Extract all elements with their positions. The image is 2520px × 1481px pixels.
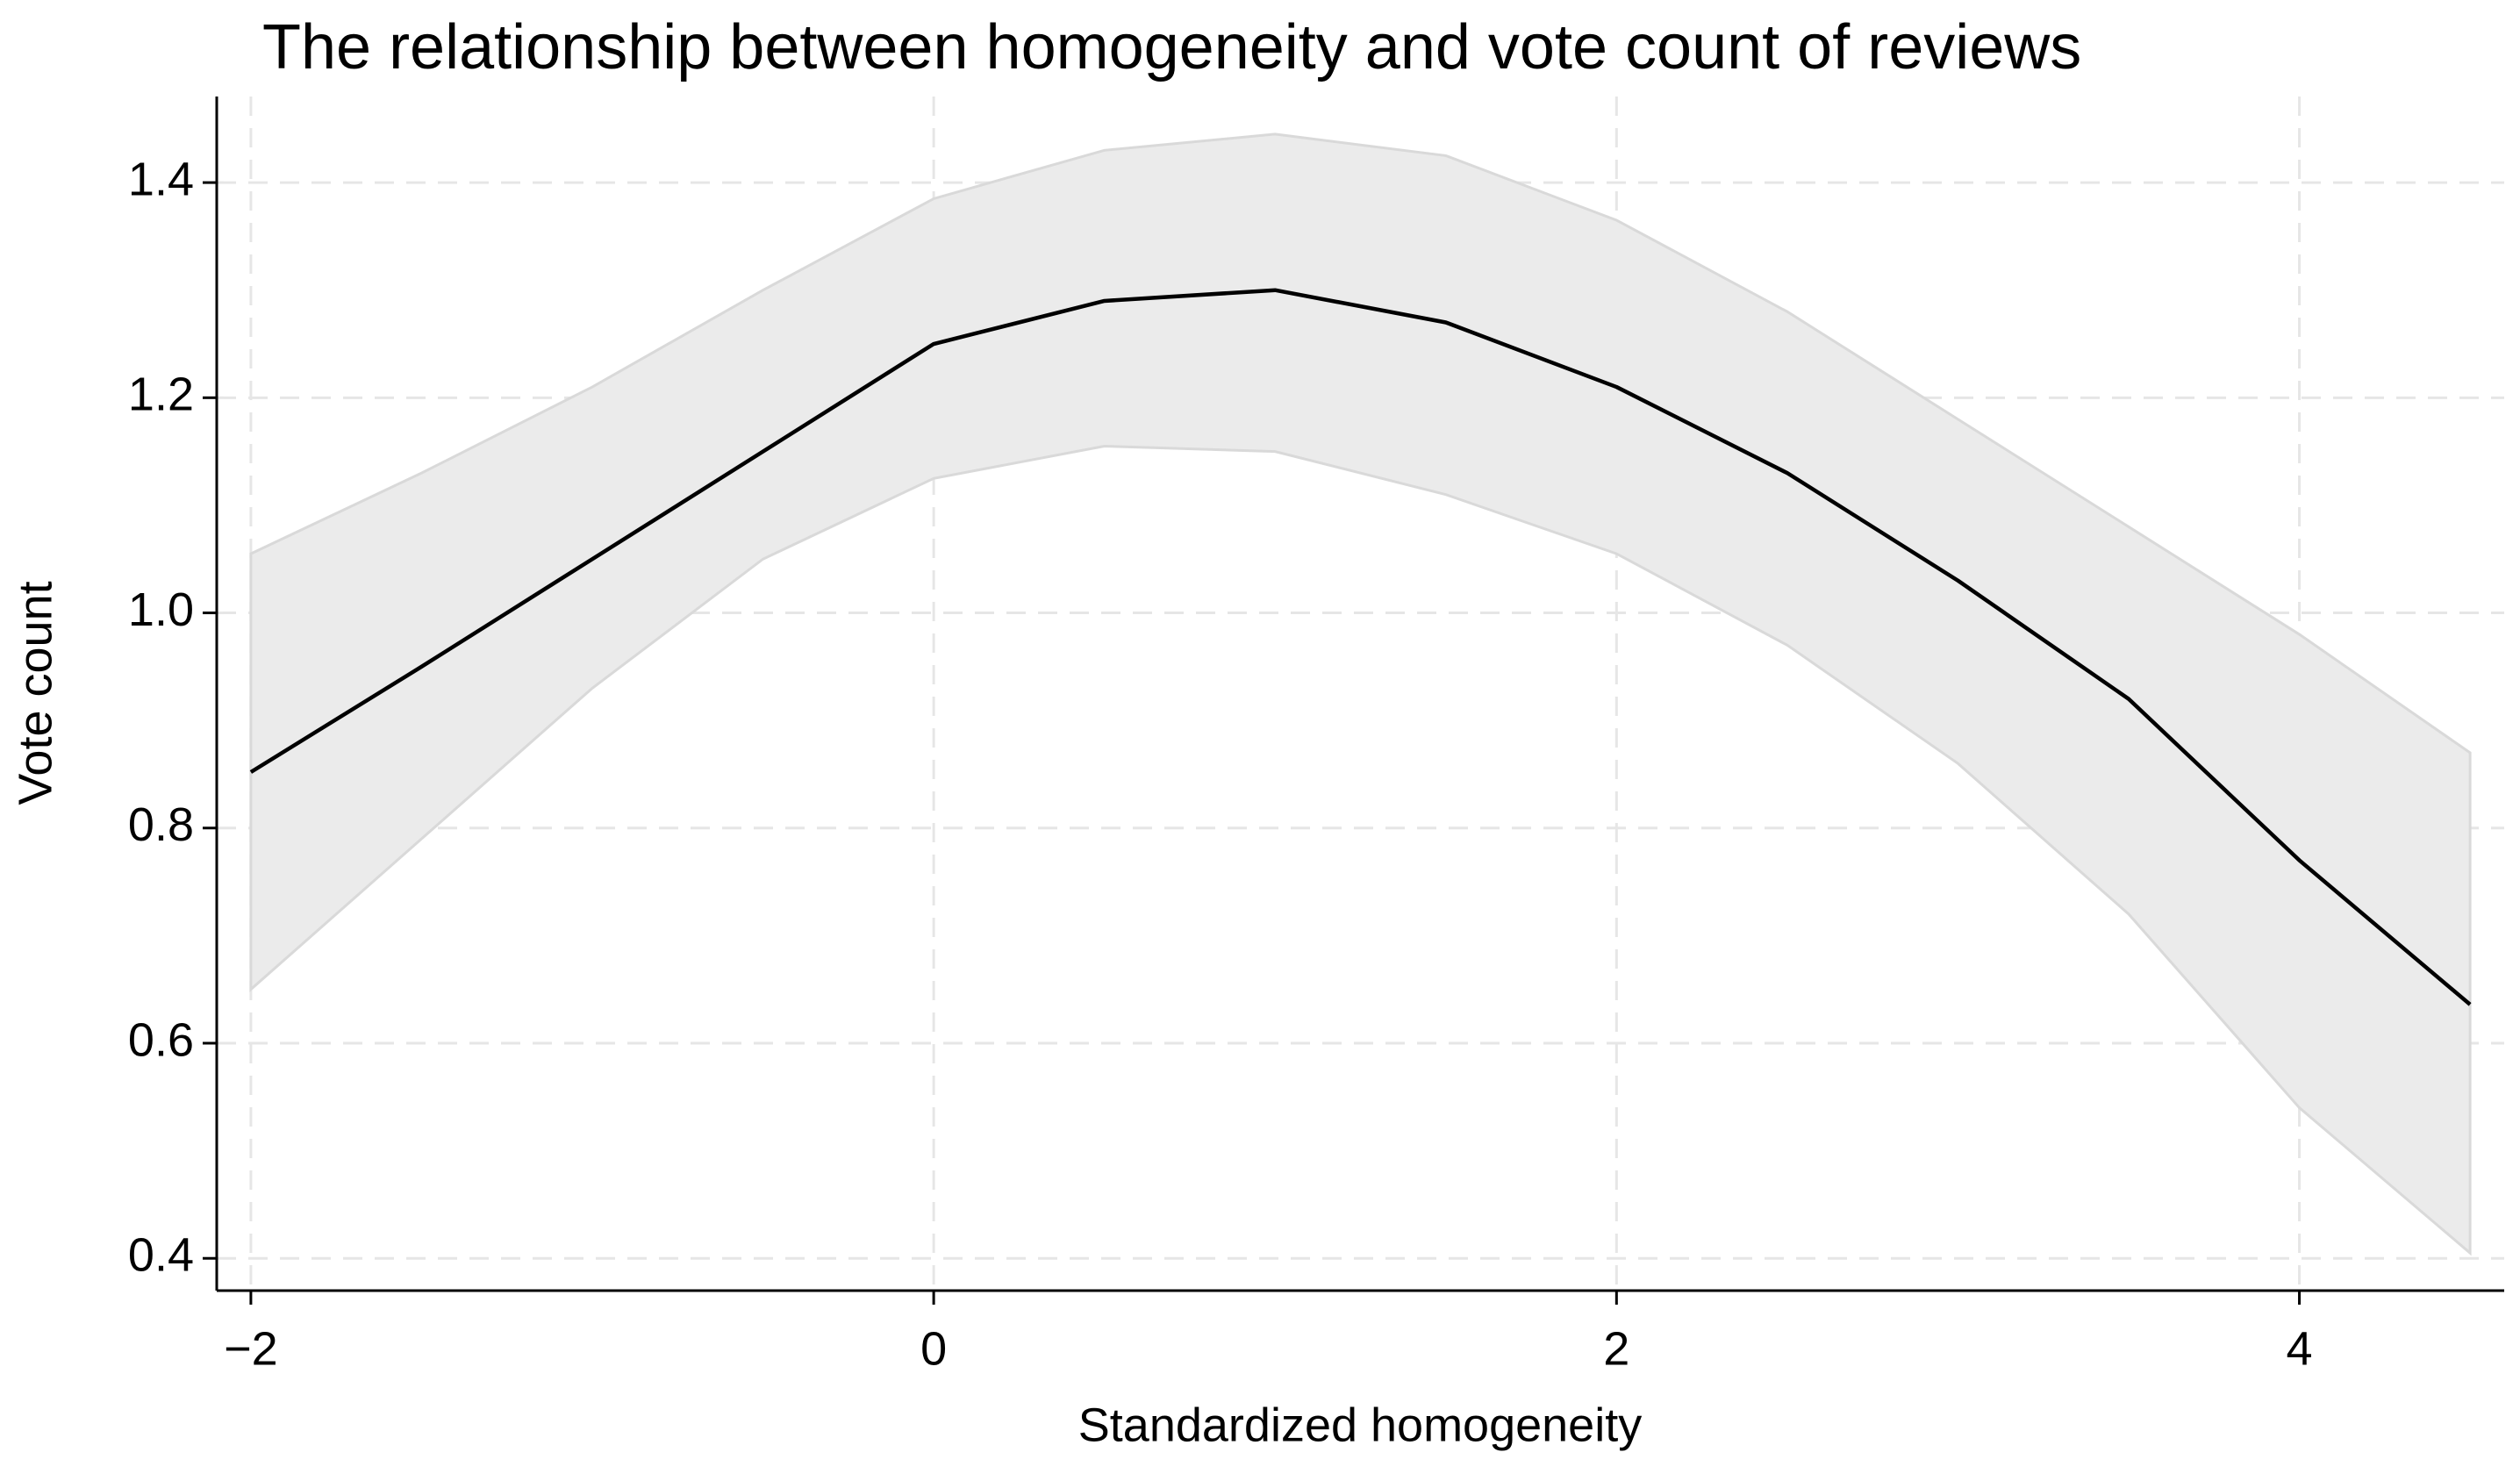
y-axis-label: Vote count <box>9 581 61 805</box>
y-tick-label: 1.0 <box>128 583 194 636</box>
chart-title: The relationship between homogeneity and… <box>262 12 2081 82</box>
y-tick-label: 1.4 <box>128 153 194 205</box>
fit-line <box>249 288 2472 1006</box>
confidence-band <box>249 132 2472 1256</box>
x-tick-label: 0 <box>920 1322 947 1375</box>
y-tick-label: 0.6 <box>128 1013 194 1066</box>
y-tick-label: 0.4 <box>128 1228 194 1281</box>
x-tick-label: −2 <box>224 1322 278 1375</box>
x-tick-label: 2 <box>1603 1322 1629 1375</box>
y-tick-label: 1.2 <box>128 368 194 421</box>
y-tick-label: 0.8 <box>128 798 194 851</box>
x-axis-label: Standardized homogeneity <box>1078 1399 1642 1451</box>
x-tick-label: 4 <box>2287 1322 2313 1375</box>
